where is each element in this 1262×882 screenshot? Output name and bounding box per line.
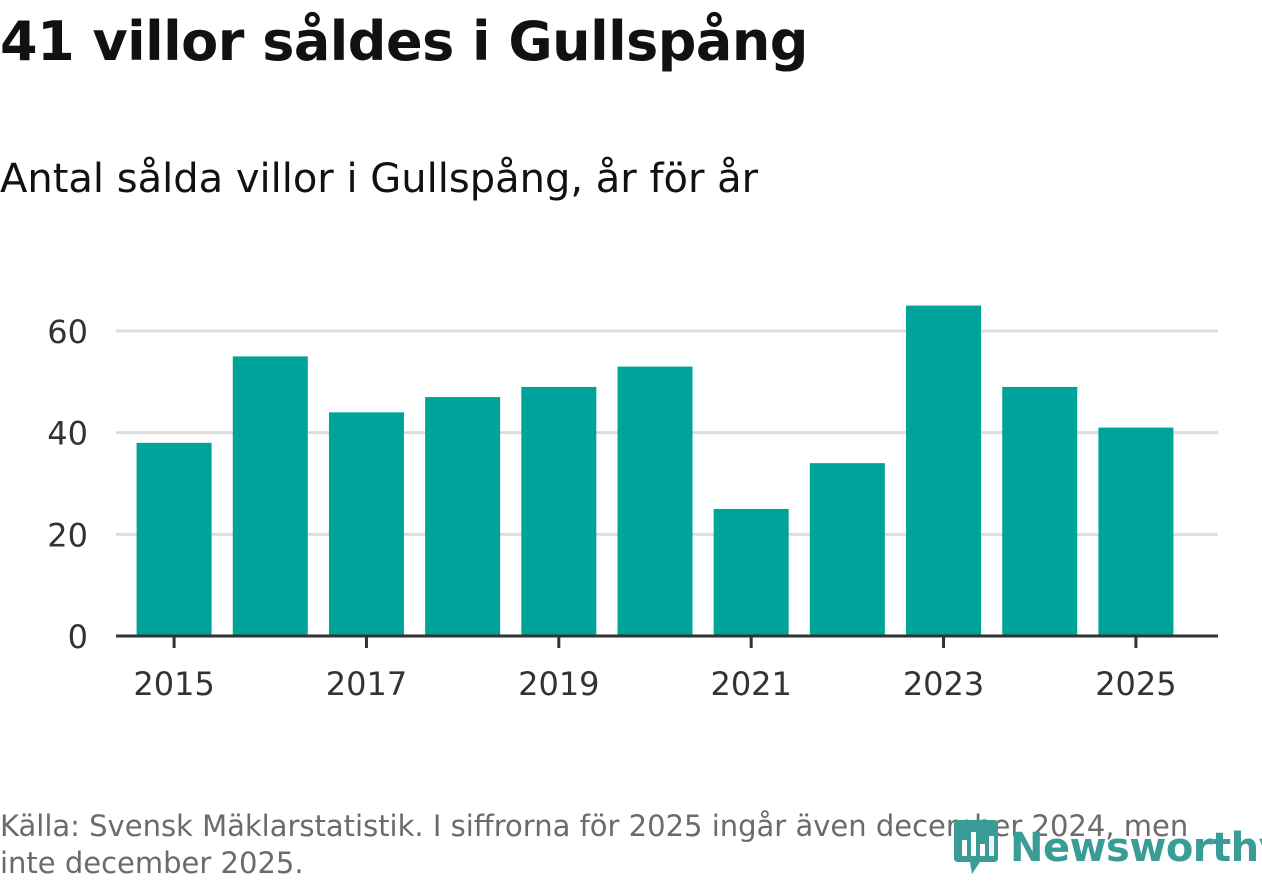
bar — [617, 366, 693, 636]
y-tick-label: 20 — [47, 516, 88, 554]
y-tick-label: 60 — [47, 313, 88, 351]
brand-logo: Newsworthy — [950, 818, 1262, 878]
bar — [232, 356, 308, 636]
x-tick-label: 2021 — [710, 665, 791, 703]
bar — [521, 386, 597, 636]
x-tick-label: 2015 — [133, 665, 214, 703]
y-tick-label: 40 — [47, 415, 88, 453]
chart-title: 41 villor såldes i Gullspång — [0, 10, 808, 73]
bars — [136, 305, 1174, 636]
bar — [1098, 427, 1174, 636]
y-tick-label: 0 — [68, 618, 88, 656]
axes: 0 20 40 60 2015 2017 2019 2021 2023 2025 — [47, 313, 1218, 703]
bar — [1002, 386, 1078, 636]
bar — [328, 412, 404, 636]
bar — [136, 442, 212, 636]
chart-subtitle: Antal sålda villor i Gullspång, år för å… — [0, 156, 759, 202]
x-tick-label: 2023 — [903, 665, 984, 703]
newsworthy-logo-icon — [954, 820, 998, 874]
bar — [809, 463, 885, 636]
bar — [713, 508, 789, 636]
x-tick-label: 2019 — [518, 665, 599, 703]
x-tick-label: 2025 — [1095, 665, 1176, 703]
x-tick-label: 2017 — [326, 665, 407, 703]
bar — [425, 397, 501, 636]
brand-name: Newsworthy — [1010, 825, 1262, 871]
bar — [906, 305, 982, 636]
